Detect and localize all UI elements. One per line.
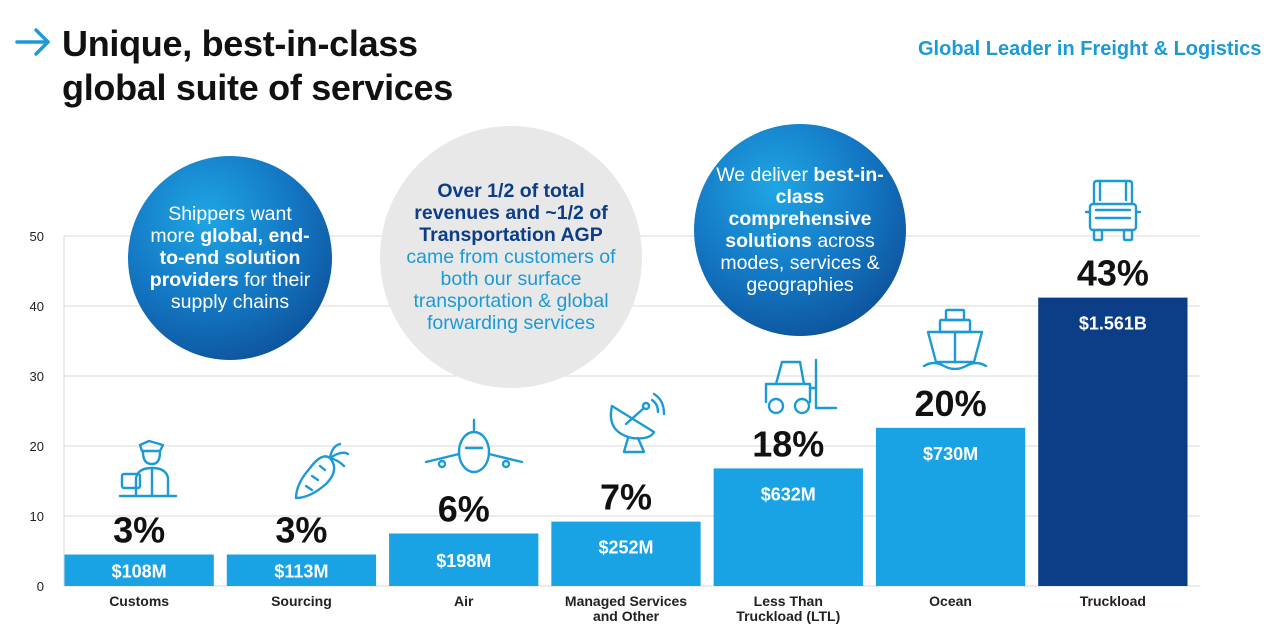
revenue-label: $198M bbox=[436, 551, 491, 571]
percent-label: 7% bbox=[600, 477, 652, 518]
customs-officer-icon bbox=[118, 439, 178, 498]
tagline: Global Leader in Freight & Logistics bbox=[918, 38, 1262, 60]
revenue-label: $1.561B bbox=[1079, 314, 1147, 334]
bar-2 bbox=[389, 533, 539, 586]
bars-layer bbox=[64, 297, 1188, 586]
callout-2-part-2: across modes, services & geographies bbox=[720, 230, 880, 296]
revenue-label: $252M bbox=[598, 538, 653, 558]
bar-4 bbox=[713, 468, 863, 586]
callout-1-part-1: came from customers of both our surface … bbox=[406, 246, 616, 334]
callout-best-in-class: We deliver best-in-class comprehensive s… bbox=[694, 124, 906, 336]
callout-2-part-1: best-in-class comprehensive solutions bbox=[725, 164, 884, 252]
category-label: Air bbox=[454, 593, 474, 609]
callout-revenue-share: Over 1/2 of total revenues and ~1/2 of T… bbox=[380, 126, 642, 388]
truck-icon bbox=[1084, 179, 1142, 242]
percent-label: 43% bbox=[1077, 253, 1149, 294]
callout-2-part-0: We deliver bbox=[716, 164, 814, 186]
category-label: Truckload bbox=[1080, 593, 1146, 609]
percent-label: 3% bbox=[275, 510, 327, 551]
page-title: Unique, best-in-class global suite of se… bbox=[62, 22, 453, 110]
callout-0-part-2: for their supply chains bbox=[170, 269, 311, 313]
ship-icon bbox=[922, 308, 988, 370]
forklift-icon bbox=[764, 358, 838, 415]
title-line-1: Unique, best-in-class bbox=[62, 23, 418, 64]
category-label: Ocean bbox=[929, 593, 972, 609]
satellite-dish-icon bbox=[609, 392, 666, 454]
bar-5 bbox=[875, 427, 1026, 586]
callout-0-part-0: Shippers want more bbox=[150, 203, 292, 247]
revenue-label: $730M bbox=[923, 444, 978, 464]
percent-label: 6% bbox=[438, 489, 490, 530]
category-label: Truckload (LTL) bbox=[736, 608, 840, 624]
category-label: and Other bbox=[593, 608, 660, 624]
revenue-label: $632M bbox=[761, 484, 816, 504]
category-label: Sourcing bbox=[271, 593, 332, 609]
callout-1-part-0: Over 1/2 of total revenues and ~1/2 of T… bbox=[414, 180, 608, 246]
labels-layer: 0 10 20 30 40 50 $108M 3% Customs $113M 3% Sourcing… bbox=[30, 229, 1149, 624]
category-label: Customs bbox=[109, 593, 169, 609]
airplane-icon bbox=[424, 418, 524, 474]
y-tick-label: 30 bbox=[30, 369, 44, 384]
category-label: Managed Services bbox=[565, 593, 687, 609]
revenue-label: $108M bbox=[112, 561, 167, 581]
percent-label: 3% bbox=[113, 510, 165, 551]
bar-1 bbox=[226, 554, 377, 586]
bar-0 bbox=[64, 554, 214, 586]
arrow-right-icon bbox=[15, 28, 50, 56]
percent-label: 20% bbox=[915, 383, 987, 424]
percent-label: 18% bbox=[752, 423, 824, 464]
callout-shippers: Shippers want more global, end-to-end so… bbox=[128, 156, 332, 360]
carrot-icon bbox=[294, 442, 350, 500]
y-tick-label: 0 bbox=[37, 579, 44, 594]
y-tick-label: 10 bbox=[30, 509, 44, 524]
y-tick-label: 50 bbox=[30, 229, 44, 244]
bar-3 bbox=[551, 521, 701, 586]
bar-6 bbox=[1038, 297, 1188, 586]
title-line-2: global suite of services bbox=[62, 67, 453, 108]
revenue-label: $113M bbox=[274, 561, 328, 581]
y-tick-label: 40 bbox=[30, 299, 44, 314]
callout-0-part-1: global, end-to-end solution providers bbox=[149, 225, 310, 291]
category-label: Less Than bbox=[754, 593, 823, 609]
y-tick-label: 20 bbox=[30, 439, 44, 454]
